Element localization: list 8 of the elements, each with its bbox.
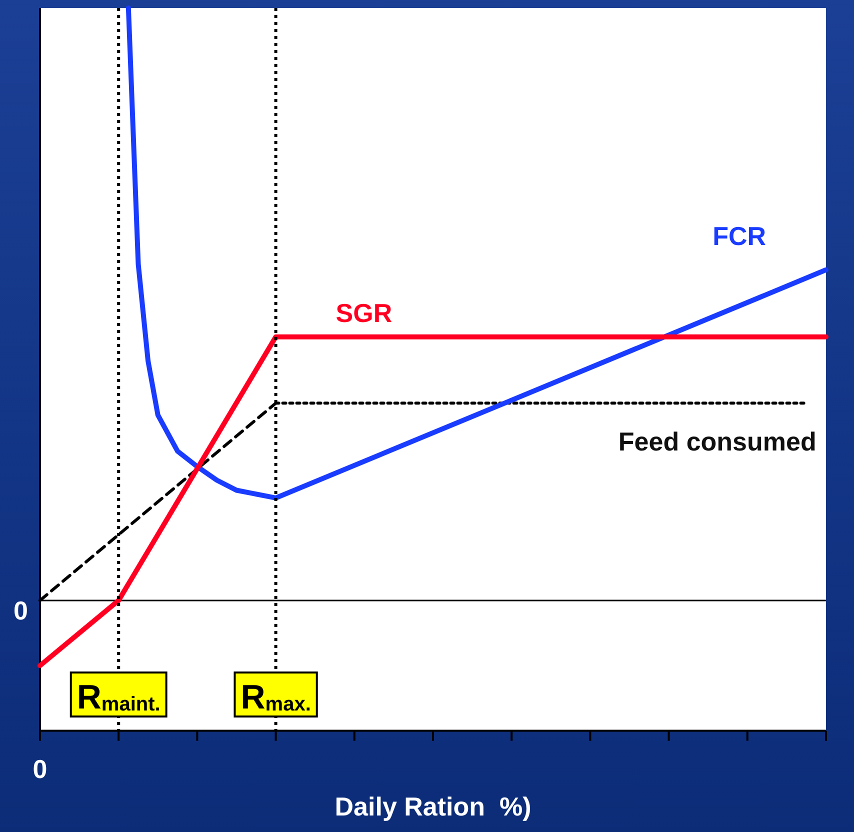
x-tick-label: Rmax. <box>240 678 311 716</box>
text: 0 <box>32 754 48 784</box>
x-tick-label: Rmaint. <box>76 678 160 716</box>
series-label: SGR <box>336 298 392 328</box>
x-axis-title: Daily Ration %) <box>334 792 532 822</box>
series-label: Feed consumed <box>618 426 816 456</box>
text: 0 <box>14 596 28 626</box>
series-label: FCR <box>712 221 766 252</box>
